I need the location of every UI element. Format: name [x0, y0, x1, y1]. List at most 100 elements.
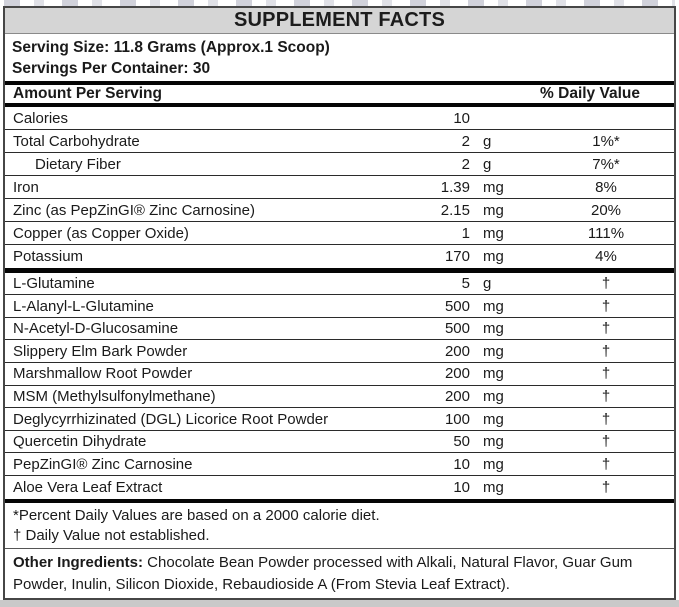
row-name: L-Alanyl-L-Glutamine	[13, 297, 154, 315]
row-unit: g	[483, 274, 492, 292]
panel-title: SUPPLEMENT FACTS	[5, 8, 674, 34]
ingredient-rows: L-Glutamine 5 g † L-Alanyl-L-Glutamine 5…	[5, 273, 674, 499]
table-row: Copper (as Copper Oxide) 1 mg 111%	[5, 222, 674, 246]
cropped-text-remnant	[4, 0, 675, 6]
row-daily-value: †	[601, 320, 611, 338]
table-row: Deglycyrrhizinated (DGL) Licorice Root P…	[5, 408, 674, 431]
row-name: Dietary Fiber	[35, 155, 121, 173]
row-amount: 10	[453, 109, 470, 127]
serving-size: Serving Size: 11.8 Grams (Approx.1 Scoop…	[12, 39, 330, 56]
table-row: MSM (Methylsulfonylmethane) 200 mg †	[5, 386, 674, 409]
row-daily-value: †	[601, 274, 611, 292]
supplement-facts-panel: SUPPLEMENT FACTS Serving Size: 11.8 Gram…	[3, 6, 676, 600]
row-amount: 10	[453, 455, 470, 473]
row-daily-value: †	[601, 297, 611, 315]
row-daily-value: 4%	[595, 248, 617, 266]
row-unit: g	[483, 132, 492, 150]
row-unit: mg	[483, 320, 504, 338]
row-name: Copper (as Copper Oxide)	[13, 224, 189, 242]
row-unit: mg	[483, 387, 504, 405]
row-daily-value: †	[601, 478, 611, 496]
row-daily-value: †	[601, 387, 611, 405]
row-amount: 2.15	[440, 201, 470, 219]
row-daily-value: †	[601, 433, 611, 451]
row-name: L-Glutamine	[13, 274, 95, 292]
table-row: Marshmallow Root Powder 200 mg †	[5, 363, 674, 386]
servings-per-container: Servings Per Container: 30	[12, 60, 211, 77]
row-daily-value: †	[601, 455, 611, 473]
row-daily-value: †	[601, 342, 611, 360]
other-ingredients-text: Chocolate Bean Powder processed with Alk…	[13, 554, 633, 593]
column-header-row: Amount Per Serving % Daily Value	[5, 85, 674, 103]
table-row: Calories 10	[5, 107, 674, 131]
row-name: MSM (Methylsulfonylmethane)	[13, 387, 216, 405]
row-unit: mg	[483, 433, 504, 451]
row-amount: 500	[444, 320, 470, 338]
row-name: PepZinGI® Zinc Carnosine	[13, 455, 193, 473]
row-amount: 170	[444, 248, 470, 266]
row-unit: mg	[483, 455, 504, 473]
row-name: Iron	[13, 178, 39, 196]
row-amount: 50	[453, 433, 470, 451]
footnote-dagger: † Daily Value not established.	[13, 527, 210, 544]
row-amount: 200	[444, 387, 470, 405]
row-name: Slippery Elm Bark Powder	[13, 342, 188, 360]
row-unit: mg	[483, 365, 504, 383]
row-unit: mg	[483, 410, 504, 428]
row-daily-value: 111%	[587, 224, 625, 242]
footnotes: *Percent Daily Values are based on a 200…	[5, 503, 674, 549]
row-unit: mg	[483, 342, 504, 360]
row-name: Aloe Vera Leaf Extract	[13, 478, 163, 496]
row-name: Deglycyrrhizinated (DGL) Licorice Root P…	[13, 410, 329, 428]
row-amount: 100	[444, 410, 470, 428]
row-amount: 1	[461, 224, 470, 242]
row-unit: g	[483, 155, 492, 173]
cropped-bottom-strip	[0, 600, 679, 607]
nutrient-rows: Calories 10 Total Carbohydrate 2 g 1%* D…	[5, 107, 674, 268]
row-amount: 2	[461, 132, 470, 150]
row-unit: mg	[483, 201, 504, 219]
row-amount: 2	[461, 155, 470, 173]
other-ingredients-label: Other Ingredients:	[13, 554, 144, 571]
row-amount: 5	[461, 274, 470, 292]
row-name: N-Acetyl-D-Glucosamine	[13, 320, 179, 338]
row-daily-value: †	[601, 410, 611, 428]
row-unit: mg	[483, 478, 504, 496]
row-unit: mg	[483, 297, 504, 315]
separator-bar	[5, 81, 674, 86]
table-row: Quercetin Dihydrate 50 mg †	[5, 431, 674, 454]
table-row: Aloe Vera Leaf Extract 10 mg †	[5, 476, 674, 499]
row-daily-value: 20%	[590, 201, 622, 219]
row-name: Total Carbohydrate	[13, 132, 140, 150]
table-row: Dietary Fiber 2 g 7%*	[5, 153, 674, 177]
row-amount: 200	[444, 342, 470, 360]
row-name: Potassium	[13, 248, 84, 266]
table-row: Total Carbohydrate 2 g 1%*	[5, 130, 674, 154]
table-row: L-Glutamine 5 g †	[5, 273, 674, 296]
table-row: Zinc (as PepZinGI® Zinc Carnosine) 2.15 …	[5, 199, 674, 223]
row-daily-value: 1%*	[592, 132, 620, 150]
other-ingredients: Other Ingredients: Chocolate Bean Powder…	[5, 549, 674, 598]
row-amount: 10	[453, 478, 470, 496]
amount-per-serving-header: Amount Per Serving	[13, 85, 162, 103]
row-amount: 500	[444, 297, 470, 315]
table-row: Iron 1.39 mg 8%	[5, 176, 674, 200]
row-name: Marshmallow Root Powder	[13, 365, 193, 383]
footnote-daily-values: *Percent Daily Values are based on a 200…	[13, 507, 380, 524]
row-daily-value: 8%	[595, 178, 617, 196]
serving-info: Serving Size: 11.8 Grams (Approx.1 Scoop…	[5, 34, 674, 81]
daily-value-header: % Daily Value	[540, 85, 640, 103]
row-unit: mg	[483, 224, 504, 242]
row-amount: 200	[444, 365, 470, 383]
separator-bar	[5, 498, 674, 503]
row-unit: mg	[483, 248, 504, 266]
table-row: Potassium 170 mg 4%	[5, 245, 674, 268]
separator-bar	[5, 103, 674, 108]
separator-bar	[5, 268, 674, 273]
row-name: Quercetin Dihydrate	[13, 433, 147, 451]
table-row: L-Alanyl-L-Glutamine 500 mg †	[5, 295, 674, 318]
row-name: Calories	[13, 109, 69, 127]
row-daily-value: 7%*	[592, 155, 620, 173]
row-daily-value: †	[601, 365, 611, 383]
